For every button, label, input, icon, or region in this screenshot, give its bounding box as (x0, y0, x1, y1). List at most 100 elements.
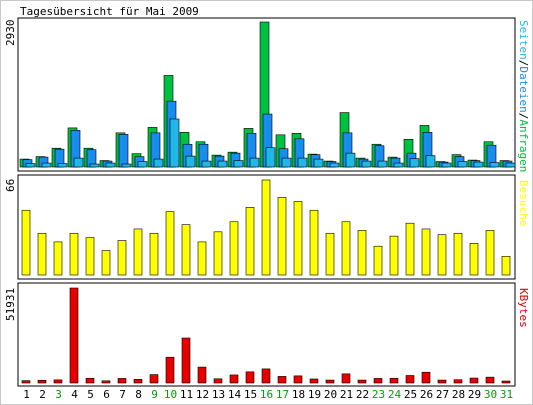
bar-kbytes-day-24 (389, 377, 399, 384)
bar-besuche-day-21 (341, 221, 351, 276)
bar-seiten-day-4 (73, 157, 84, 168)
bar-kbytes-day-25 (405, 375, 415, 384)
bar-seiten-day-31 (505, 162, 516, 168)
day-label: 30 (484, 388, 497, 401)
bar-seiten-day-24 (393, 162, 404, 168)
bar-kbytes-day-6 (101, 380, 111, 384)
bar-besuche-day-5 (85, 237, 95, 276)
kbytes-panel: 51931 KBytes (4, 282, 530, 387)
day-label: 22 (356, 388, 369, 401)
bar-kbytes-day-16 (261, 368, 271, 384)
bar-kbytes-day-20 (325, 379, 335, 384)
bar-kbytes-day-30 (485, 376, 495, 384)
bar-dateien-day-7 (118, 134, 129, 168)
bar-seiten-day-25 (409, 158, 420, 168)
bar-besuche-day-26 (421, 228, 431, 276)
bar-kbytes-day-17 (277, 376, 287, 384)
visits-max-label: 66 (4, 179, 17, 192)
day-label: 31 (500, 388, 513, 401)
bar-besuche-day-19 (309, 209, 319, 276)
day-axis-labels: 1 2 3 4 5 6 7 8 9 10 11 12 13 14 15 16 17 18 19 20 21 22 23 24 2… (23, 388, 513, 401)
chart-title: Tagesübersicht für Mai 2009 (20, 5, 199, 18)
bar-kbytes-day-19 (309, 378, 319, 384)
bar-besuche-day-20 (325, 232, 335, 276)
day-label: 13 (212, 388, 225, 401)
legend-entry: / (517, 113, 530, 120)
bar-seiten-day-8 (137, 161, 148, 168)
bar-besuche-day-11 (181, 224, 191, 276)
bar-seiten-day-27 (441, 162, 452, 168)
day-label: 15 (244, 388, 257, 401)
bar-kbytes-day-29 (469, 377, 479, 384)
bar-kbytes-day-15 (245, 371, 255, 384)
bar-seiten-day-13 (217, 160, 228, 168)
bar-seiten-day-3 (57, 163, 68, 168)
bar-kbytes-day-27 (437, 379, 447, 384)
legend-entry: Seiten (517, 20, 530, 60)
bar-besuche-day-28 (453, 232, 463, 276)
visits-legend: Besuche (517, 180, 530, 226)
bar-besuche-day-18 (293, 201, 303, 276)
bar-seiten-day-2 (41, 162, 52, 168)
bar-seiten-day-17 (281, 157, 292, 168)
bar-seiten-day-23 (377, 160, 388, 168)
day-label: 5 (87, 388, 94, 401)
bar-seiten-day-18 (297, 157, 308, 168)
bar-kbytes-day-10 (165, 356, 175, 384)
day-label: 25 (404, 388, 417, 401)
bar-besuche-day-6 (101, 250, 111, 276)
day-label: 9 (151, 388, 158, 401)
day-label: 16 (260, 388, 273, 401)
day-label: 4 (71, 388, 78, 401)
bar-seiten-day-22 (361, 160, 372, 168)
visits-panel: 66 Besuche (4, 174, 530, 280)
bar-besuche-day-27 (437, 234, 447, 276)
bar-kbytes-day-14 (229, 374, 239, 384)
bar-seiten-day-6 (105, 162, 116, 168)
bar-kbytes-day-22 (357, 379, 367, 384)
day-label: 17 (276, 388, 289, 401)
bar-kbytes-day-18 (293, 375, 303, 384)
traffic-max-label: 2930 (4, 20, 17, 47)
day-label: 18 (292, 388, 305, 401)
bar-besuche-day-12 (197, 241, 207, 276)
bar-kbytes-day-5 (85, 377, 95, 384)
day-label: 23 (372, 388, 385, 401)
bar-seiten-day-21 (345, 152, 356, 168)
bar-kbytes-day-7 (117, 378, 127, 384)
bar-besuche-day-22 (357, 230, 367, 276)
bar-besuche-day-7 (117, 240, 127, 276)
day-label: 7 (119, 388, 126, 401)
bar-seiten-day-30 (489, 162, 500, 168)
bar-seiten-day-20 (329, 162, 340, 168)
bar-kbytes-day-3 (53, 379, 63, 384)
bar-besuche-day-25 (405, 222, 415, 276)
bar-seiten-day-7 (121, 163, 132, 168)
bar-besuche-day-17 (277, 196, 287, 276)
bar-besuche-day-30 (485, 230, 495, 276)
bar-besuche-day-3 (53, 241, 63, 276)
bar-kbytes-day-28 (453, 379, 463, 384)
day-label: 21 (340, 388, 353, 401)
bar-besuche-day-9 (149, 232, 159, 276)
bar-kbytes-day-8 (133, 379, 143, 384)
day-label: 27 (436, 388, 449, 401)
bar-besuche-day-14 (229, 221, 239, 276)
bar-kbytes-day-13 (213, 378, 223, 384)
kbytes-legend: KBytes (517, 288, 530, 328)
bar-besuche-day-13 (213, 231, 223, 276)
bar-seiten-day-12 (201, 160, 212, 168)
bar-besuche-day-4 (69, 232, 79, 276)
bar-kbytes-day-11 (181, 337, 191, 384)
bar-kbytes-day-9 (149, 374, 159, 384)
bar-besuche-day-24 (389, 235, 399, 276)
bar-seiten-day-5 (89, 163, 100, 168)
bar-seiten-day-14 (233, 160, 244, 168)
bar-kbytes-day-31 (501, 380, 511, 384)
bar-besuche-day-8 (133, 228, 143, 276)
bar-seiten-day-10 (169, 118, 180, 168)
bar-besuche-day-2 (37, 232, 47, 276)
day-label: 24 (388, 388, 402, 401)
bar-kbytes-day-26 (421, 371, 431, 384)
